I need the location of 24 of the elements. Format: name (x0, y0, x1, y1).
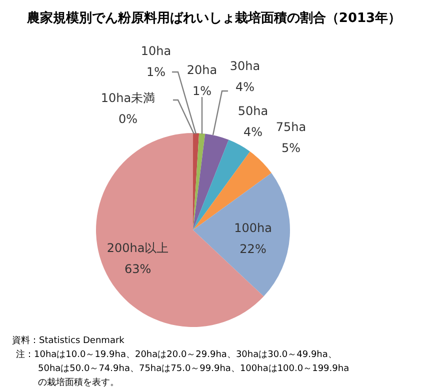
text: 注：10haは10.0～19.9ha、20haは20.0～29.9ha、30haは30.0～49.9ha、 (16, 349, 337, 360)
chart-title: 農家規模別でん粉原料用ばれいしょ栽培面積の割合（2013年） (26, 10, 402, 26)
text: 50haは50.0～74.9ha、75haは75.0～99.9ha、100haは100.0～199.9ha (38, 364, 350, 374)
slice-label: 50ha (238, 104, 268, 118)
data-label: 22% (240, 242, 266, 256)
pie-slice (193, 133, 206, 230)
text: 資料：Statistics Denmark (12, 335, 126, 346)
data-label: 5% (281, 141, 301, 155)
text: の栽培面積を表す。 (38, 377, 119, 388)
data-label: 4% (235, 80, 255, 94)
data-label: 63% (124, 262, 152, 276)
slice-label: 100ha (234, 220, 272, 235)
slice-label: 10ha (140, 44, 172, 58)
data-label: 1% (192, 84, 212, 98)
slice-label: 75ha (276, 120, 306, 134)
data-label: 4% (243, 125, 263, 139)
slice-label: 200ha以上 (106, 240, 169, 255)
text: 0% (118, 112, 138, 126)
category-label: 10ha未満 (100, 91, 156, 105)
data-label: 1% (146, 65, 166, 79)
pie-slice (193, 172, 290, 296)
slice-label: 30ha (230, 59, 260, 73)
slice-label: 20ha (186, 63, 218, 77)
pie-slice (193, 134, 229, 230)
